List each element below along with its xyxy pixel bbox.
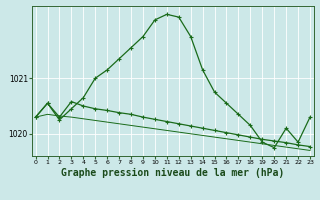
X-axis label: Graphe pression niveau de la mer (hPa): Graphe pression niveau de la mer (hPa): [61, 168, 284, 178]
